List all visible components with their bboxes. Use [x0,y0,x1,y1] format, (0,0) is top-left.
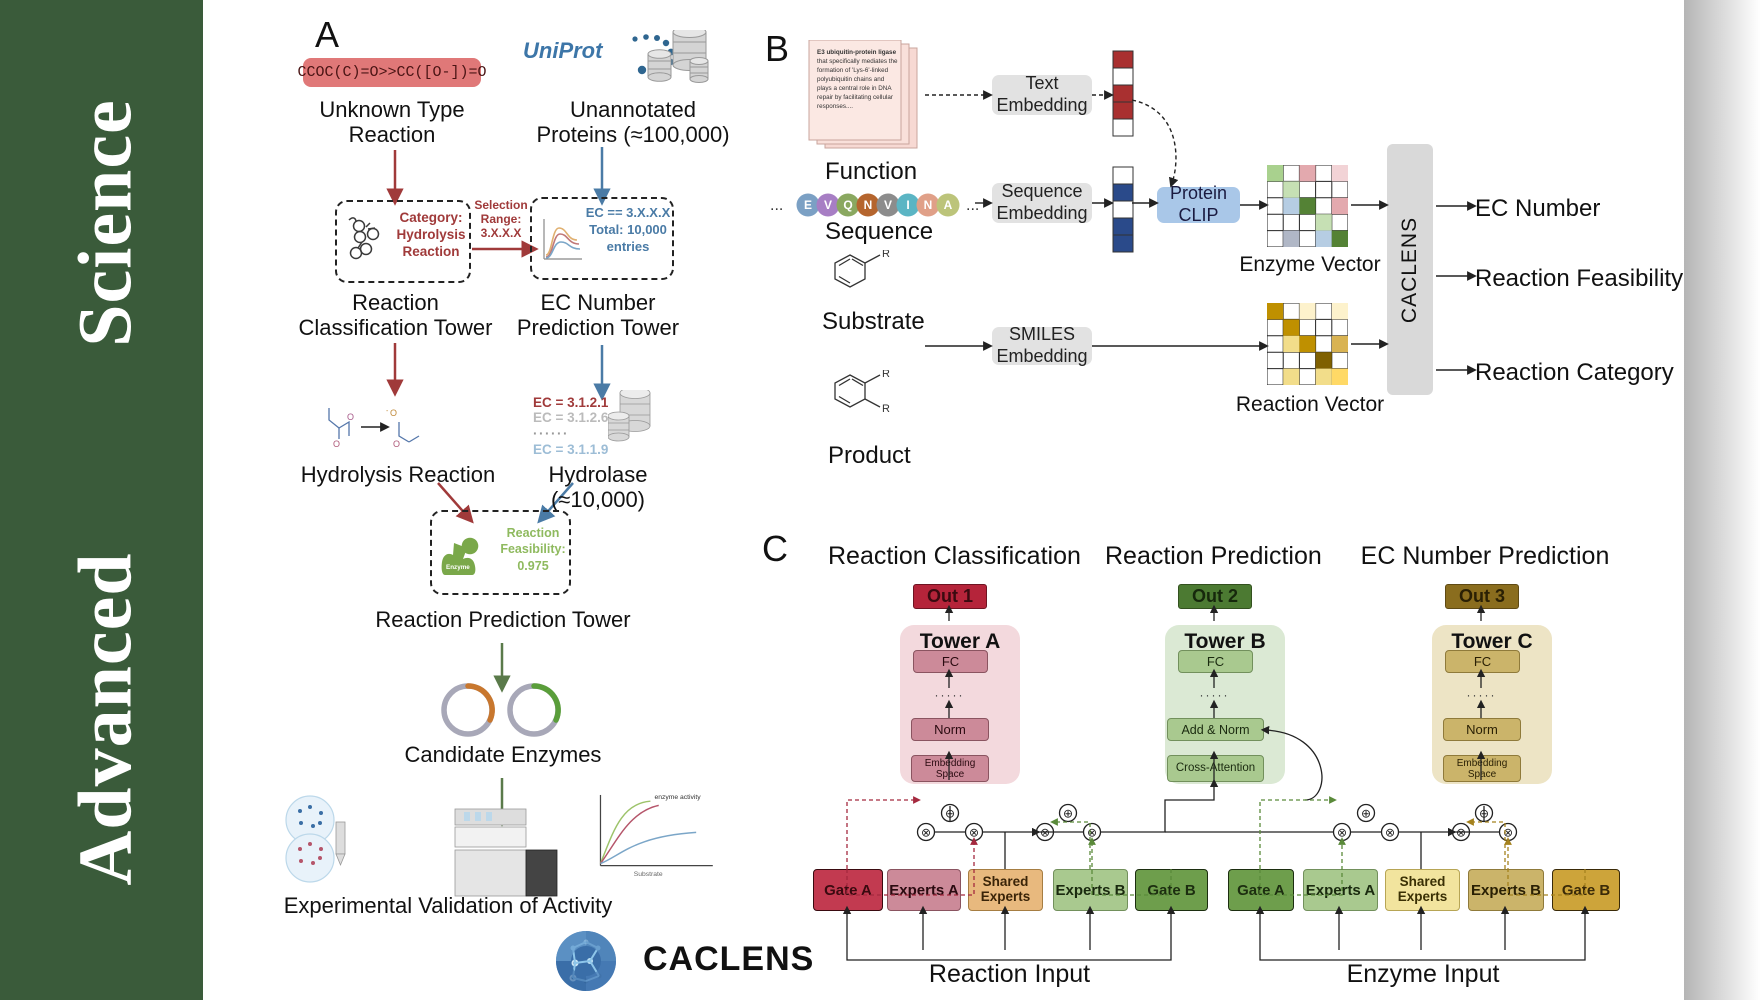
svg-text:Substrate: Substrate [634,871,663,878]
svg-text:⊗: ⊗ [1385,826,1395,840]
svg-text:enzyme activity: enzyme activity [655,794,702,801]
svg-text:⊗: ⊗ [1337,826,1347,840]
svg-text:O: O [390,408,397,418]
svg-text:-: - [386,408,389,415]
svg-text:O: O [393,439,400,449]
svg-text:⊗: ⊗ [1087,826,1097,840]
svg-text:O: O [333,439,340,449]
svg-text:Enzyme: Enzyme [446,564,470,571]
svg-text:⊗: ⊗ [921,826,931,840]
svg-text:O: O [347,412,354,422]
svg-text:⊕: ⊕ [1063,807,1073,821]
svg-text:⊗: ⊗ [969,826,979,840]
svg-text:⊕: ⊕ [1361,807,1371,821]
